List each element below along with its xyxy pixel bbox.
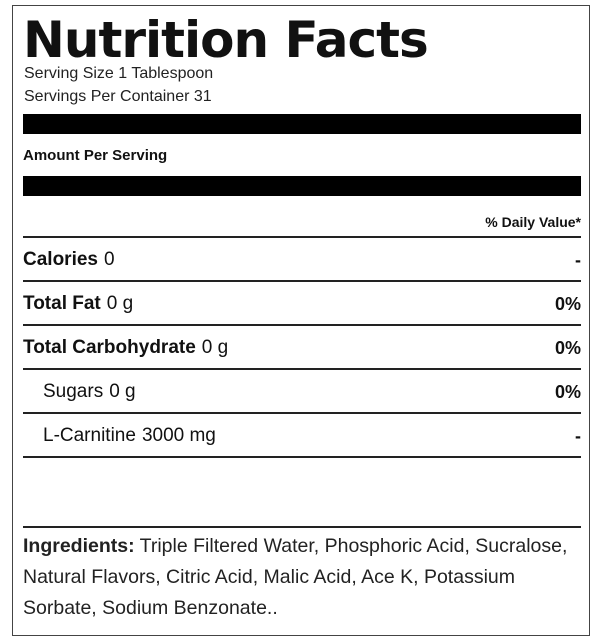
nutrient-row-sugars: Sugars 0 g 0% bbox=[23, 378, 581, 406]
serving-size: Serving Size 1 Tablespoon bbox=[24, 65, 214, 82]
thick-divider-top bbox=[23, 114, 581, 134]
nutrient-row-total-fat: Total Fat 0 g 0% bbox=[23, 290, 581, 318]
divider bbox=[23, 324, 581, 326]
amount-per-serving: Amount Per Serving bbox=[23, 147, 168, 164]
nutrient-amount: 0 g bbox=[201, 337, 229, 358]
ingredients: Ingredients: Triple Filtered Water, Phos… bbox=[23, 531, 575, 624]
nutrient-daily-value: 0% bbox=[554, 382, 581, 402]
divider bbox=[23, 368, 581, 370]
divider bbox=[23, 456, 581, 458]
nutrient-row-total-carbohydrate: Total Carbohydrate 0 g 0% bbox=[23, 334, 581, 362]
nutrient-daily-value: 0% bbox=[554, 338, 581, 358]
nutrient-row-l-carnitine: L-Carnitine 3000 mg - bbox=[23, 422, 581, 450]
daily-value-header: % Daily Value* bbox=[485, 214, 581, 230]
servings-per-container: Servings Per Container 31 bbox=[24, 88, 212, 105]
nutrient-amount: 3000 mg bbox=[141, 425, 216, 446]
divider bbox=[23, 280, 581, 282]
ingredients-label: Ingredients: bbox=[23, 535, 135, 557]
nutrient-name: Total Fat bbox=[23, 293, 101, 314]
divider bbox=[23, 412, 581, 414]
nutrient-name: Sugars bbox=[43, 381, 104, 402]
ingredients-text: Triple Filtered Water, Phosphoric Acid, … bbox=[23, 535, 568, 619]
nutrient-daily-value: 0% bbox=[554, 294, 581, 314]
divider bbox=[23, 526, 581, 528]
nutrient-amount: 0 bbox=[103, 249, 115, 270]
nutrient-name: L-Carnitine bbox=[43, 425, 136, 446]
nutrient-name: Total Carbohydrate bbox=[23, 337, 196, 358]
nutrient-amount: 0 g bbox=[109, 381, 136, 402]
divider bbox=[23, 236, 581, 238]
nutrition-facts-label: Nutrition Facts Serving Size 1 Tablespoo… bbox=[12, 5, 590, 636]
thick-divider-middle bbox=[23, 176, 581, 196]
label-title: Nutrition Facts bbox=[23, 11, 429, 69]
nutrient-name: Calories bbox=[23, 249, 98, 270]
nutrient-amount: 0 g bbox=[106, 293, 134, 314]
nutrient-row-calories: Calories 0 - bbox=[23, 246, 581, 274]
nutrient-daily-value: - bbox=[575, 250, 581, 270]
nutrient-daily-value: - bbox=[575, 426, 581, 446]
label-content: Nutrition Facts Serving Size 1 Tablespoo… bbox=[23, 6, 581, 635]
